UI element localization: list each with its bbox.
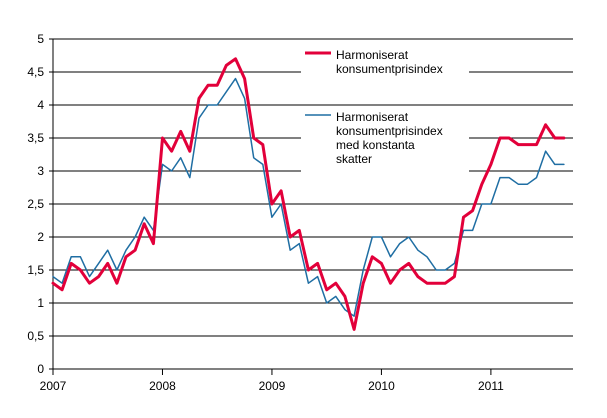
x-tick-label: 2009 bbox=[259, 379, 286, 393]
y-tick-label: 5 bbox=[37, 32, 44, 46]
y-tick-label: 2 bbox=[37, 230, 44, 244]
legend-label-2: skatter bbox=[336, 152, 372, 166]
y-tick-label: 3 bbox=[37, 164, 44, 178]
y-tick-label: 4,5 bbox=[27, 65, 44, 79]
series-lines bbox=[51, 57, 566, 331]
y-tick-label: 2,5 bbox=[27, 197, 44, 211]
x-tick-label: 2007 bbox=[40, 379, 67, 393]
y-tick-label: 4 bbox=[37, 98, 44, 112]
legend: HarmoniseratkonsumentprisindexHarmoniser… bbox=[301, 45, 469, 172]
y-tick-label: 0,5 bbox=[27, 329, 44, 343]
legend-label-1: konsumentprisindex bbox=[336, 62, 443, 76]
y-tick-label: 1,5 bbox=[27, 263, 44, 277]
x-tick-label: 2010 bbox=[368, 379, 395, 393]
x-axis-tick-labels: 2007 2008 2009 2010 2011 bbox=[40, 379, 504, 393]
legend-label-2: Harmoniserat bbox=[336, 110, 409, 124]
x-tick-label: 2011 bbox=[478, 379, 504, 393]
series-line-2 bbox=[52, 77, 565, 317]
y-tick-label: 3,5 bbox=[27, 131, 44, 145]
y-axis-tick-labels: 0 0,5 1 1,5 2 2,5 3 3,5 4 4,5 5 bbox=[27, 32, 44, 376]
x-tick-label: 2008 bbox=[149, 379, 176, 393]
legend-label-1: Harmoniserat bbox=[336, 48, 409, 62]
legend-bg-1 bbox=[301, 45, 469, 77]
legend-bg-2 bbox=[301, 106, 469, 172]
series-line-1 bbox=[51, 57, 566, 331]
y-tick-label: 1 bbox=[37, 296, 44, 310]
axes bbox=[49, 38, 573, 375]
legend-label-2: med konstanta bbox=[336, 138, 415, 152]
y-tick-label: 0 bbox=[37, 362, 44, 376]
legend-label-2: konsumentprisindex bbox=[336, 124, 443, 138]
gridlines bbox=[53, 38, 573, 337]
